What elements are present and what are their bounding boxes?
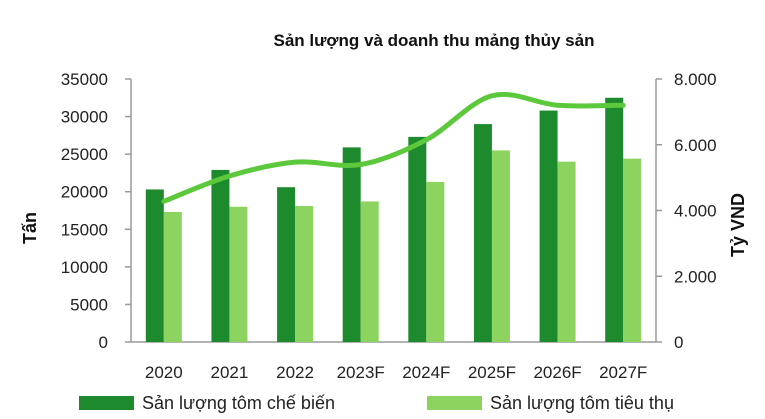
left-tick-label: 35000 [61, 70, 108, 89]
right-tick-label: 6.000 [674, 136, 717, 155]
bar-processed [408, 136, 427, 342]
bar-processed [145, 189, 164, 342]
line-layer [161, 91, 626, 204]
bar-consumed [426, 181, 445, 342]
x-tick-labels: 2020 2021 2022 2023F 2024F 2025F 2026F 2027F [145, 363, 647, 382]
left-tick-label: 25000 [61, 145, 108, 164]
bar-consumed [623, 158, 642, 342]
left-tick-label: 20000 [61, 183, 108, 202]
x-tick-label: 2024F [402, 363, 450, 382]
x-tick-label: 2027F [599, 363, 647, 382]
legend: Sản lượng tôm chế biến Sản lượng tôm tiê… [79, 393, 674, 413]
x-tick-label: 2025F [468, 363, 516, 382]
right-tick-label: 0 [674, 333, 683, 352]
bar-processed [473, 124, 492, 342]
legend-label-processed: Sản lượng tôm chế biến [142, 393, 335, 413]
bar-processed [539, 110, 558, 342]
x-tick-label: 2026F [533, 363, 581, 382]
bar-consumed [295, 205, 314, 342]
left-tick-label: 0 [99, 333, 108, 352]
bar-consumed [229, 206, 248, 342]
x-tick-label: 2021 [211, 363, 249, 382]
x-tick-label: 2023F [337, 363, 385, 382]
y2-axis-label: Tỷ VND [728, 193, 748, 257]
left-tick-label: 30000 [61, 108, 108, 127]
x-tick-label: 2020 [145, 363, 183, 382]
revenue-line [161, 91, 626, 204]
bar-processed [277, 187, 296, 342]
legend-label-consumed: Sản lượng tôm tiêu thụ [490, 393, 674, 413]
legend-swatch-processed [79, 396, 134, 410]
right-tick-label: 4.000 [674, 202, 717, 221]
y-axis-label: Tấn [20, 212, 40, 244]
left-tick-label: 10000 [61, 258, 108, 277]
bar-consumed [163, 212, 182, 342]
axes [130, 79, 657, 343]
bar-consumed [557, 161, 576, 342]
bar-consumed [360, 201, 379, 342]
right-tick-labels: 0 2.000 4.000 6.000 8.000 [656, 70, 717, 352]
bar-processed [211, 169, 230, 342]
right-tick-label: 2.000 [674, 267, 717, 286]
x-tick-label: 2022 [276, 363, 314, 382]
bars [145, 97, 642, 343]
legend-swatch-consumed [427, 396, 482, 410]
right-tick-label: 8.000 [674, 70, 717, 89]
bar-processed [342, 147, 361, 342]
left-tick-label: 15000 [61, 220, 108, 239]
left-tick-label: 5000 [70, 295, 108, 314]
chart-title: Sản lượng và doanh thu mảng thủy sản [274, 31, 595, 50]
bar-consumed [491, 150, 510, 342]
left-tick-labels: 0 5000 10000 15000 20000 25000 30000 35000 [61, 70, 131, 352]
bar-processed [605, 97, 624, 343]
